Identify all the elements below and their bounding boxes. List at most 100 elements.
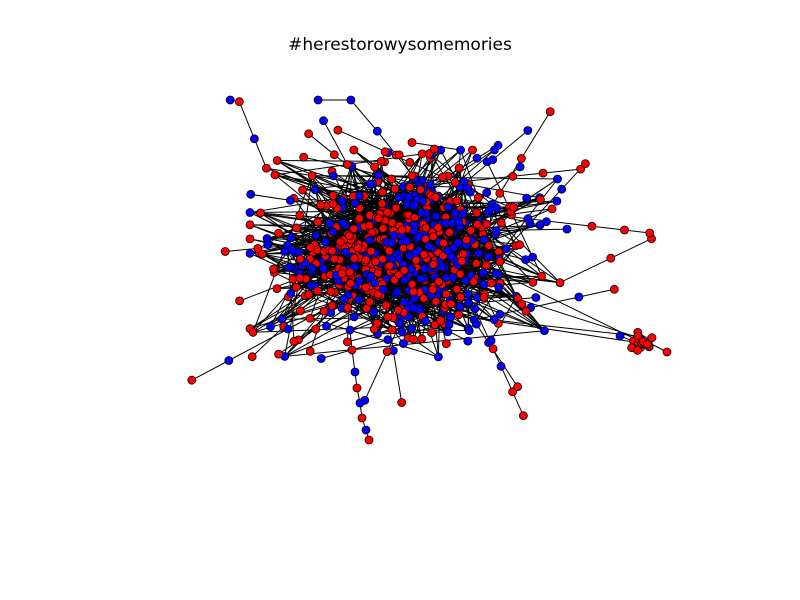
graph-edge: [559, 257, 612, 284]
graph-node-red: [576, 164, 585, 174]
graph-node-blue: [328, 171, 338, 181]
graph-node-red: [462, 235, 471, 245]
graph-node-blue: [354, 295, 364, 305]
graph-node-red: [606, 253, 616, 263]
graph-node-red: [187, 375, 197, 385]
graph-node-blue: [350, 367, 360, 377]
graph-node-blue: [409, 200, 419, 210]
graph-edge: [492, 130, 529, 161]
graph-node-blue: [523, 214, 533, 224]
graph-node-red: [537, 271, 547, 281]
graph-node-red: [304, 289, 314, 299]
graph-node-red: [376, 156, 386, 166]
graph-edge: [331, 170, 383, 207]
graph-node-red: [495, 188, 505, 198]
graph-node-red: [366, 246, 376, 256]
graph-node-red: [344, 231, 354, 241]
graph-node-red: [455, 269, 465, 279]
graph-node-red: [419, 250, 429, 260]
graph-edge: [323, 120, 348, 165]
graph-node-red: [479, 293, 489, 302]
graph-node-blue: [407, 324, 417, 333]
graph-node-red: [620, 225, 629, 235]
graph-node-red: [295, 254, 305, 264]
graph-node-blue: [540, 326, 549, 336]
graph-node-red: [272, 156, 282, 165]
graph-edge: [309, 317, 439, 358]
graph-node-red: [319, 306, 329, 316]
graph-node-red: [305, 346, 315, 356]
graph-node-red: [247, 352, 257, 362]
graph-node-red: [378, 223, 388, 233]
graph-node-red: [364, 221, 374, 230]
graph-node-blue: [478, 268, 488, 278]
graph-node-blue: [311, 231, 321, 240]
graph-node-blue: [402, 199, 412, 209]
graph-node-red: [235, 296, 245, 306]
graph-node-red: [374, 214, 384, 223]
graph-edge: [413, 338, 439, 358]
graph-node-red: [349, 254, 359, 263]
graph-node-red: [466, 226, 476, 235]
graph-node-blue: [479, 235, 489, 244]
graph-node-blue: [284, 262, 294, 272]
graph-node-red: [328, 191, 338, 201]
graph-node-blue: [444, 320, 454, 330]
graph-node-blue: [491, 226, 501, 236]
graph-node-blue: [482, 188, 492, 198]
graph-node-red: [295, 273, 305, 283]
graph-node-red: [473, 219, 482, 229]
graph-node-blue: [397, 327, 407, 337]
graph-node-red: [399, 265, 409, 275]
graph-node-red: [495, 257, 505, 266]
graph-node-red: [256, 208, 265, 218]
graph-node-red: [349, 224, 359, 234]
graph-node-blue: [286, 288, 296, 298]
graph-node-blue: [285, 195, 295, 205]
graph-edge: [369, 183, 409, 216]
graph-edge: [578, 288, 615, 298]
graph-node-red: [353, 243, 363, 253]
graph-edge: [392, 350, 403, 403]
graph-node-red: [370, 162, 380, 172]
graph-node-red: [394, 150, 404, 160]
graph-node-red: [373, 268, 383, 278]
graph-node-blue: [470, 304, 480, 314]
graph-node-red: [457, 256, 467, 266]
graph-node-red: [547, 204, 557, 214]
graph-node-blue: [354, 191, 364, 201]
graph-edge: [512, 172, 544, 177]
graph-node-red: [482, 219, 492, 229]
graph-node-red: [481, 260, 491, 270]
graph-node-blue: [474, 248, 484, 258]
graph-node-red: [405, 182, 415, 192]
graph-node-blue: [464, 298, 473, 308]
graph-node-blue: [307, 263, 317, 273]
graph-node-blue: [456, 145, 466, 155]
graph-node-red: [291, 223, 301, 233]
graph-edge: [490, 296, 517, 341]
graph-node-blue: [493, 140, 503, 150]
graph-node-blue: [283, 324, 293, 334]
graph-node-blue: [528, 252, 538, 262]
graph-node-blue: [337, 196, 347, 206]
graph-node-red: [472, 208, 482, 218]
graph-edge: [282, 317, 402, 320]
graph-node-red: [354, 213, 364, 223]
graph-node-blue: [535, 220, 545, 230]
graph-node-red: [509, 202, 518, 212]
graph-node-red: [441, 289, 451, 299]
graph-node-red: [421, 223, 431, 233]
graph-node-blue: [471, 319, 481, 329]
graph-node-red: [441, 339, 451, 349]
graph-edge: [250, 193, 291, 201]
graph-node-red: [408, 287, 418, 297]
graph-node-red: [347, 345, 357, 355]
graph-node-red: [555, 278, 565, 288]
graph-node-blue: [399, 297, 409, 307]
graph-node-red: [515, 240, 524, 250]
graph-node-red: [417, 149, 427, 159]
graph-edge: [253, 138, 267, 169]
graph-node-red: [419, 294, 429, 303]
